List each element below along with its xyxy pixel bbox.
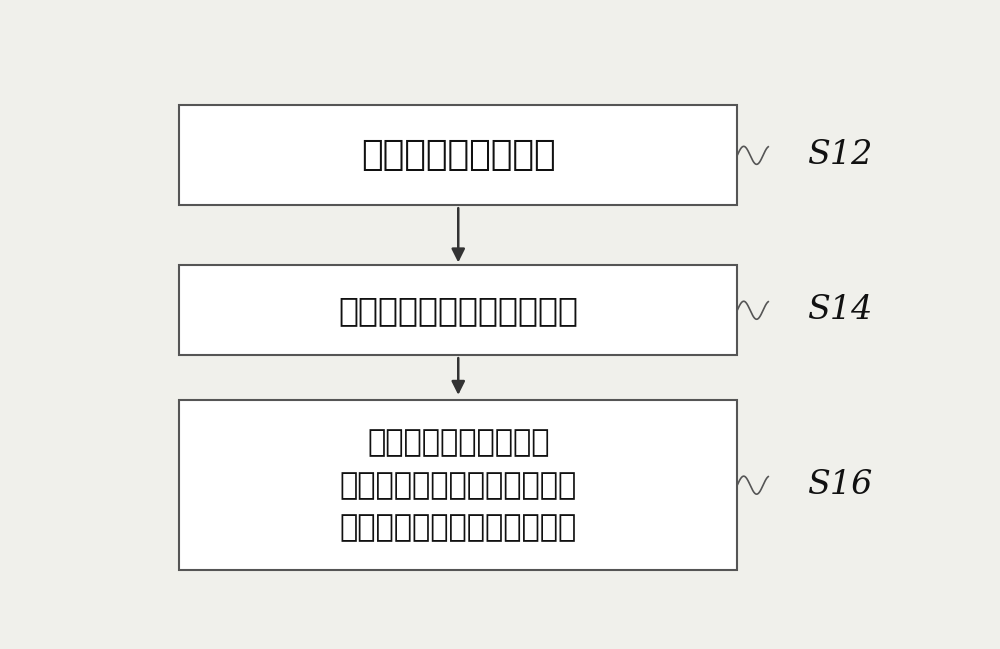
- Bar: [179, 265, 737, 355]
- Text: 形成导电高分子层于基板上: 形成导电高分子层于基板上: [338, 294, 578, 326]
- Text: 以电泳沉积方式并经由
电泳悬浮液将石墨烯导电薄膜
相应地形成于导电高分子层上: 以电泳沉积方式并经由 电泳悬浮液将石墨烯导电薄膜 相应地形成于导电高分子层上: [340, 428, 577, 543]
- Bar: [179, 105, 737, 205]
- Text: 提供硬质或软质基板: 提供硬质或软质基板: [361, 138, 556, 173]
- Text: S12: S12: [807, 140, 872, 171]
- Text: S16: S16: [807, 469, 872, 501]
- Text: S14: S14: [807, 294, 872, 326]
- Bar: [179, 400, 737, 570]
